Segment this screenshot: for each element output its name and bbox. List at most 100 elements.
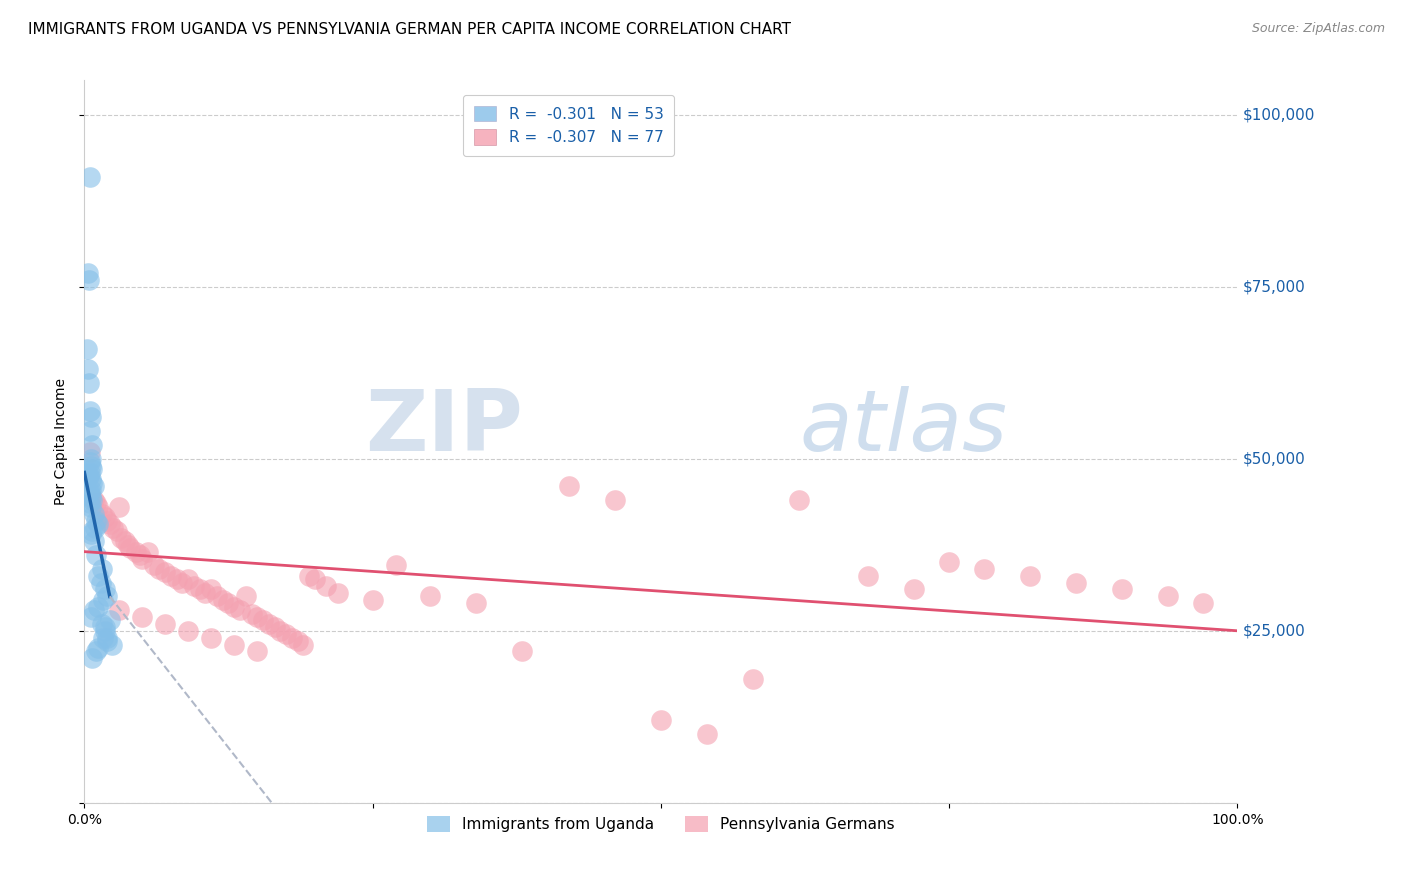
Point (153, 566, 176, 580)
Point (240, 607, 263, 621)
Point (188, 582, 211, 597)
Point (80, 490, 103, 504)
Text: ZIP: ZIP (364, 385, 523, 468)
Point (79, 403, 101, 417)
Point (263, 620, 285, 634)
Point (224, 599, 246, 614)
Point (79, 455, 101, 469)
Point (77, 273, 100, 287)
Point (98, 614, 121, 628)
Point (108, 603, 131, 617)
Text: $25,000: $25,000 (1243, 624, 1306, 639)
Point (87, 640, 110, 655)
Point (108, 500, 131, 514)
Point (117, 538, 139, 552)
Point (218, 596, 240, 610)
Point (84, 644, 107, 658)
Point (252, 614, 274, 628)
Point (80, 500, 103, 514)
Point (211, 592, 233, 607)
Point (292, 638, 315, 652)
Point (90, 616, 112, 631)
Point (269, 624, 291, 638)
Point (87, 500, 110, 514)
Point (84, 548, 107, 562)
Point (326, 586, 349, 600)
Point (91, 592, 114, 607)
Point (114, 534, 136, 549)
Point (96, 631, 118, 645)
Point (96, 514, 118, 528)
Point (224, 638, 246, 652)
Point (91, 631, 114, 645)
Point (79, 445, 101, 459)
Text: Source: ZipAtlas.com: Source: ZipAtlas.com (1251, 22, 1385, 36)
Point (419, 590, 441, 604)
Point (298, 568, 321, 582)
Point (650, 713, 672, 727)
Text: $75,000: $75,000 (1243, 279, 1306, 294)
Legend: Immigrants from Uganda, Pennsylvania Germans: Immigrants from Uganda, Pennsylvania Ger… (420, 810, 901, 838)
Point (257, 616, 280, 631)
Point (153, 616, 176, 631)
Point (80, 472, 103, 486)
Point (172, 575, 194, 590)
Point (83, 507, 105, 521)
Point (84, 514, 107, 528)
Point (557, 479, 579, 493)
Point (304, 572, 326, 586)
Point (96, 634, 118, 648)
Point (80, 610, 103, 624)
Point (315, 579, 337, 593)
Point (76, 362, 98, 376)
Point (142, 558, 165, 573)
Point (1191, 596, 1213, 610)
Point (120, 541, 142, 556)
Point (276, 627, 298, 641)
Point (87, 517, 110, 532)
Point (79, 169, 101, 184)
Point (205, 590, 228, 604)
Point (82, 475, 104, 490)
Point (82, 462, 104, 476)
Point (136, 544, 159, 558)
Point (361, 592, 384, 607)
Point (90, 507, 112, 521)
Point (84, 496, 107, 510)
Point (148, 562, 170, 576)
Point (603, 493, 626, 508)
Point (183, 579, 205, 593)
Point (110, 531, 132, 545)
Point (90, 562, 112, 576)
Point (287, 634, 309, 648)
Point (103, 520, 124, 534)
Point (94, 620, 117, 634)
Text: atlas: atlas (799, 385, 1007, 468)
Point (742, 672, 765, 686)
Point (83, 534, 105, 549)
Point (1157, 590, 1180, 604)
Point (281, 631, 304, 645)
Point (79, 466, 101, 480)
Point (79, 496, 101, 510)
Point (200, 582, 222, 597)
Text: IMMIGRANTS FROM UGANDA VS PENNSYLVANIA GERMAN PER CAPITA INCOME CORRELATION CHAR: IMMIGRANTS FROM UGANDA VS PENNSYLVANIA G… (28, 22, 792, 37)
Point (80, 451, 103, 466)
Point (77, 469, 100, 483)
Point (77, 376, 100, 390)
Point (94, 510, 117, 524)
Point (465, 596, 488, 610)
Point (1018, 568, 1040, 582)
Point (80, 458, 103, 473)
Point (858, 568, 880, 582)
Point (131, 551, 153, 566)
Point (87, 568, 110, 582)
Point (125, 544, 148, 558)
Point (94, 582, 117, 597)
Point (160, 568, 183, 582)
Point (105, 524, 128, 538)
Point (229, 603, 252, 617)
Point (200, 631, 222, 645)
Point (1064, 575, 1087, 590)
Point (76, 342, 98, 356)
